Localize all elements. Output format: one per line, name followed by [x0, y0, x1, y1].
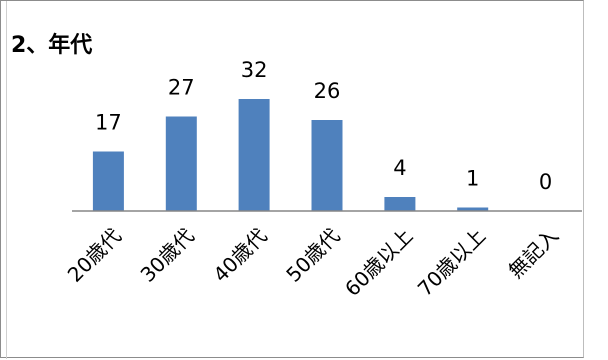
category-label-4: 50歳代	[281, 224, 344, 287]
bar-1	[92, 151, 124, 211]
data-label-2: 27	[168, 76, 195, 100]
category-label-3: 40歳代	[208, 224, 271, 287]
bar-3	[238, 99, 270, 211]
data-label-6: 1	[466, 167, 479, 191]
bar-5	[384, 197, 416, 211]
bars-layer	[92, 99, 489, 211]
category-label-6: 70歳以上	[413, 224, 490, 301]
data-label-7: 0	[539, 170, 552, 194]
bar-6	[457, 207, 489, 211]
frame-inner-line	[6, 1, 7, 359]
data-label-1: 17	[95, 111, 122, 135]
category-label-7: 無記入	[504, 224, 563, 283]
category-label-1: 20歳代	[63, 224, 126, 287]
data-label-4: 26	[314, 79, 341, 103]
chart-title: 2、年代	[11, 33, 93, 58]
bar-2	[165, 116, 197, 211]
data-label-3: 32	[241, 58, 268, 82]
value-labels-layer: 17 27 32 26 4 1 0	[95, 58, 552, 194]
bar-4	[311, 120, 343, 211]
data-label-5: 4	[393, 156, 406, 180]
category-label-5: 60歳以上	[340, 224, 417, 301]
category-label-2: 30歳代	[136, 224, 199, 287]
